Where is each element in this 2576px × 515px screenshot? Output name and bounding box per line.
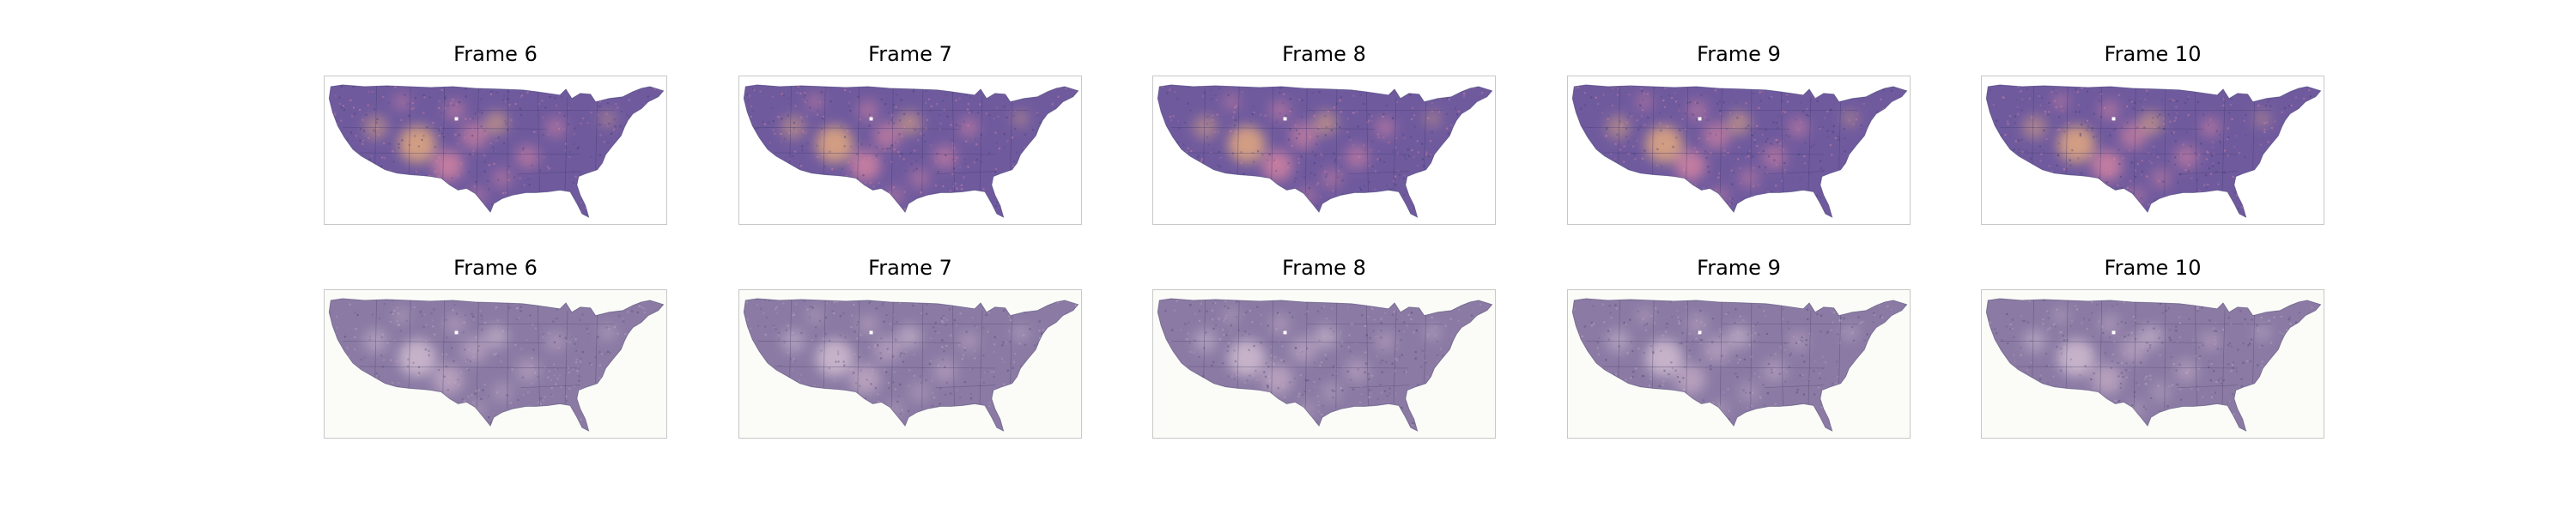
map-panel: Frame 8	[1152, 256, 1496, 439]
coastline-outline	[1985, 298, 2322, 432]
map-panel: Frame 7	[738, 42, 1082, 225]
land-area	[744, 84, 1078, 218]
land-area	[1572, 84, 1907, 218]
coastline-outline	[328, 298, 665, 432]
map-frame	[324, 289, 667, 439]
panel-title: Frame 6	[453, 42, 538, 66]
land-area	[329, 84, 664, 218]
panel-title: Frame 6	[453, 256, 538, 280]
map-panel: Frame 7	[738, 256, 1082, 439]
panel-title: Frame 9	[1697, 42, 1781, 66]
panel-title: Frame 8	[1282, 42, 1366, 66]
map-panel: Frame 9	[1567, 256, 1911, 439]
us-map-image	[743, 84, 1079, 218]
us-map-image	[328, 298, 665, 432]
panel-title: Frame 10	[2104, 256, 2202, 280]
panel-title: Frame 8	[1282, 256, 1366, 280]
us-map-image	[1571, 84, 1908, 218]
map-frame	[738, 76, 1082, 225]
raster-texture	[1986, 84, 2321, 218]
us-map-image	[1571, 298, 1908, 432]
map-frame	[738, 289, 1082, 439]
map-panel: Frame 10	[1981, 42, 2324, 225]
land-area	[1157, 84, 1492, 218]
coastline-outline	[328, 84, 665, 218]
map-panel: Frame 6	[324, 42, 667, 225]
map-panel: Frame 10	[1981, 256, 2324, 439]
map-frame	[1567, 76, 1911, 225]
us-map-image	[743, 298, 1079, 432]
us-map-image	[1985, 84, 2322, 218]
panel-title: Frame 7	[868, 256, 952, 280]
coastline-outline	[743, 84, 1079, 218]
raster-texture	[1986, 298, 2321, 432]
panel-title: Frame 10	[2104, 42, 2202, 66]
raster-texture	[1157, 298, 1492, 432]
panel-title: Frame 9	[1697, 256, 1781, 280]
map-panel: Frame 8	[1152, 42, 1496, 225]
land-area	[1157, 298, 1492, 432]
land-area	[744, 298, 1078, 432]
map-frame	[1152, 289, 1496, 439]
coastline-outline	[1571, 298, 1908, 432]
land-area	[329, 298, 664, 432]
coastline-outline	[1985, 84, 2322, 218]
land-area	[1986, 298, 2321, 432]
map-frame	[1981, 289, 2324, 439]
us-map-image	[1157, 298, 1493, 432]
us-map-image	[328, 84, 665, 218]
coastline-outline	[1157, 298, 1493, 432]
coastline-outline	[1157, 84, 1493, 218]
us-map-image	[1985, 298, 2322, 432]
land-area	[1572, 298, 1907, 432]
us-map-image	[1157, 84, 1493, 218]
panel-title: Frame 7	[868, 42, 952, 66]
coastline-outline	[743, 298, 1079, 432]
raster-texture	[1572, 298, 1907, 432]
map-frame	[1981, 76, 2324, 225]
map-frame	[324, 76, 667, 225]
map-frame	[1567, 289, 1911, 439]
map-panel: Frame 6	[324, 256, 667, 439]
map-frame	[1152, 76, 1496, 225]
land-area	[1986, 84, 2321, 218]
map-panel: Frame 9	[1567, 42, 1911, 225]
coastline-outline	[1571, 84, 1908, 218]
